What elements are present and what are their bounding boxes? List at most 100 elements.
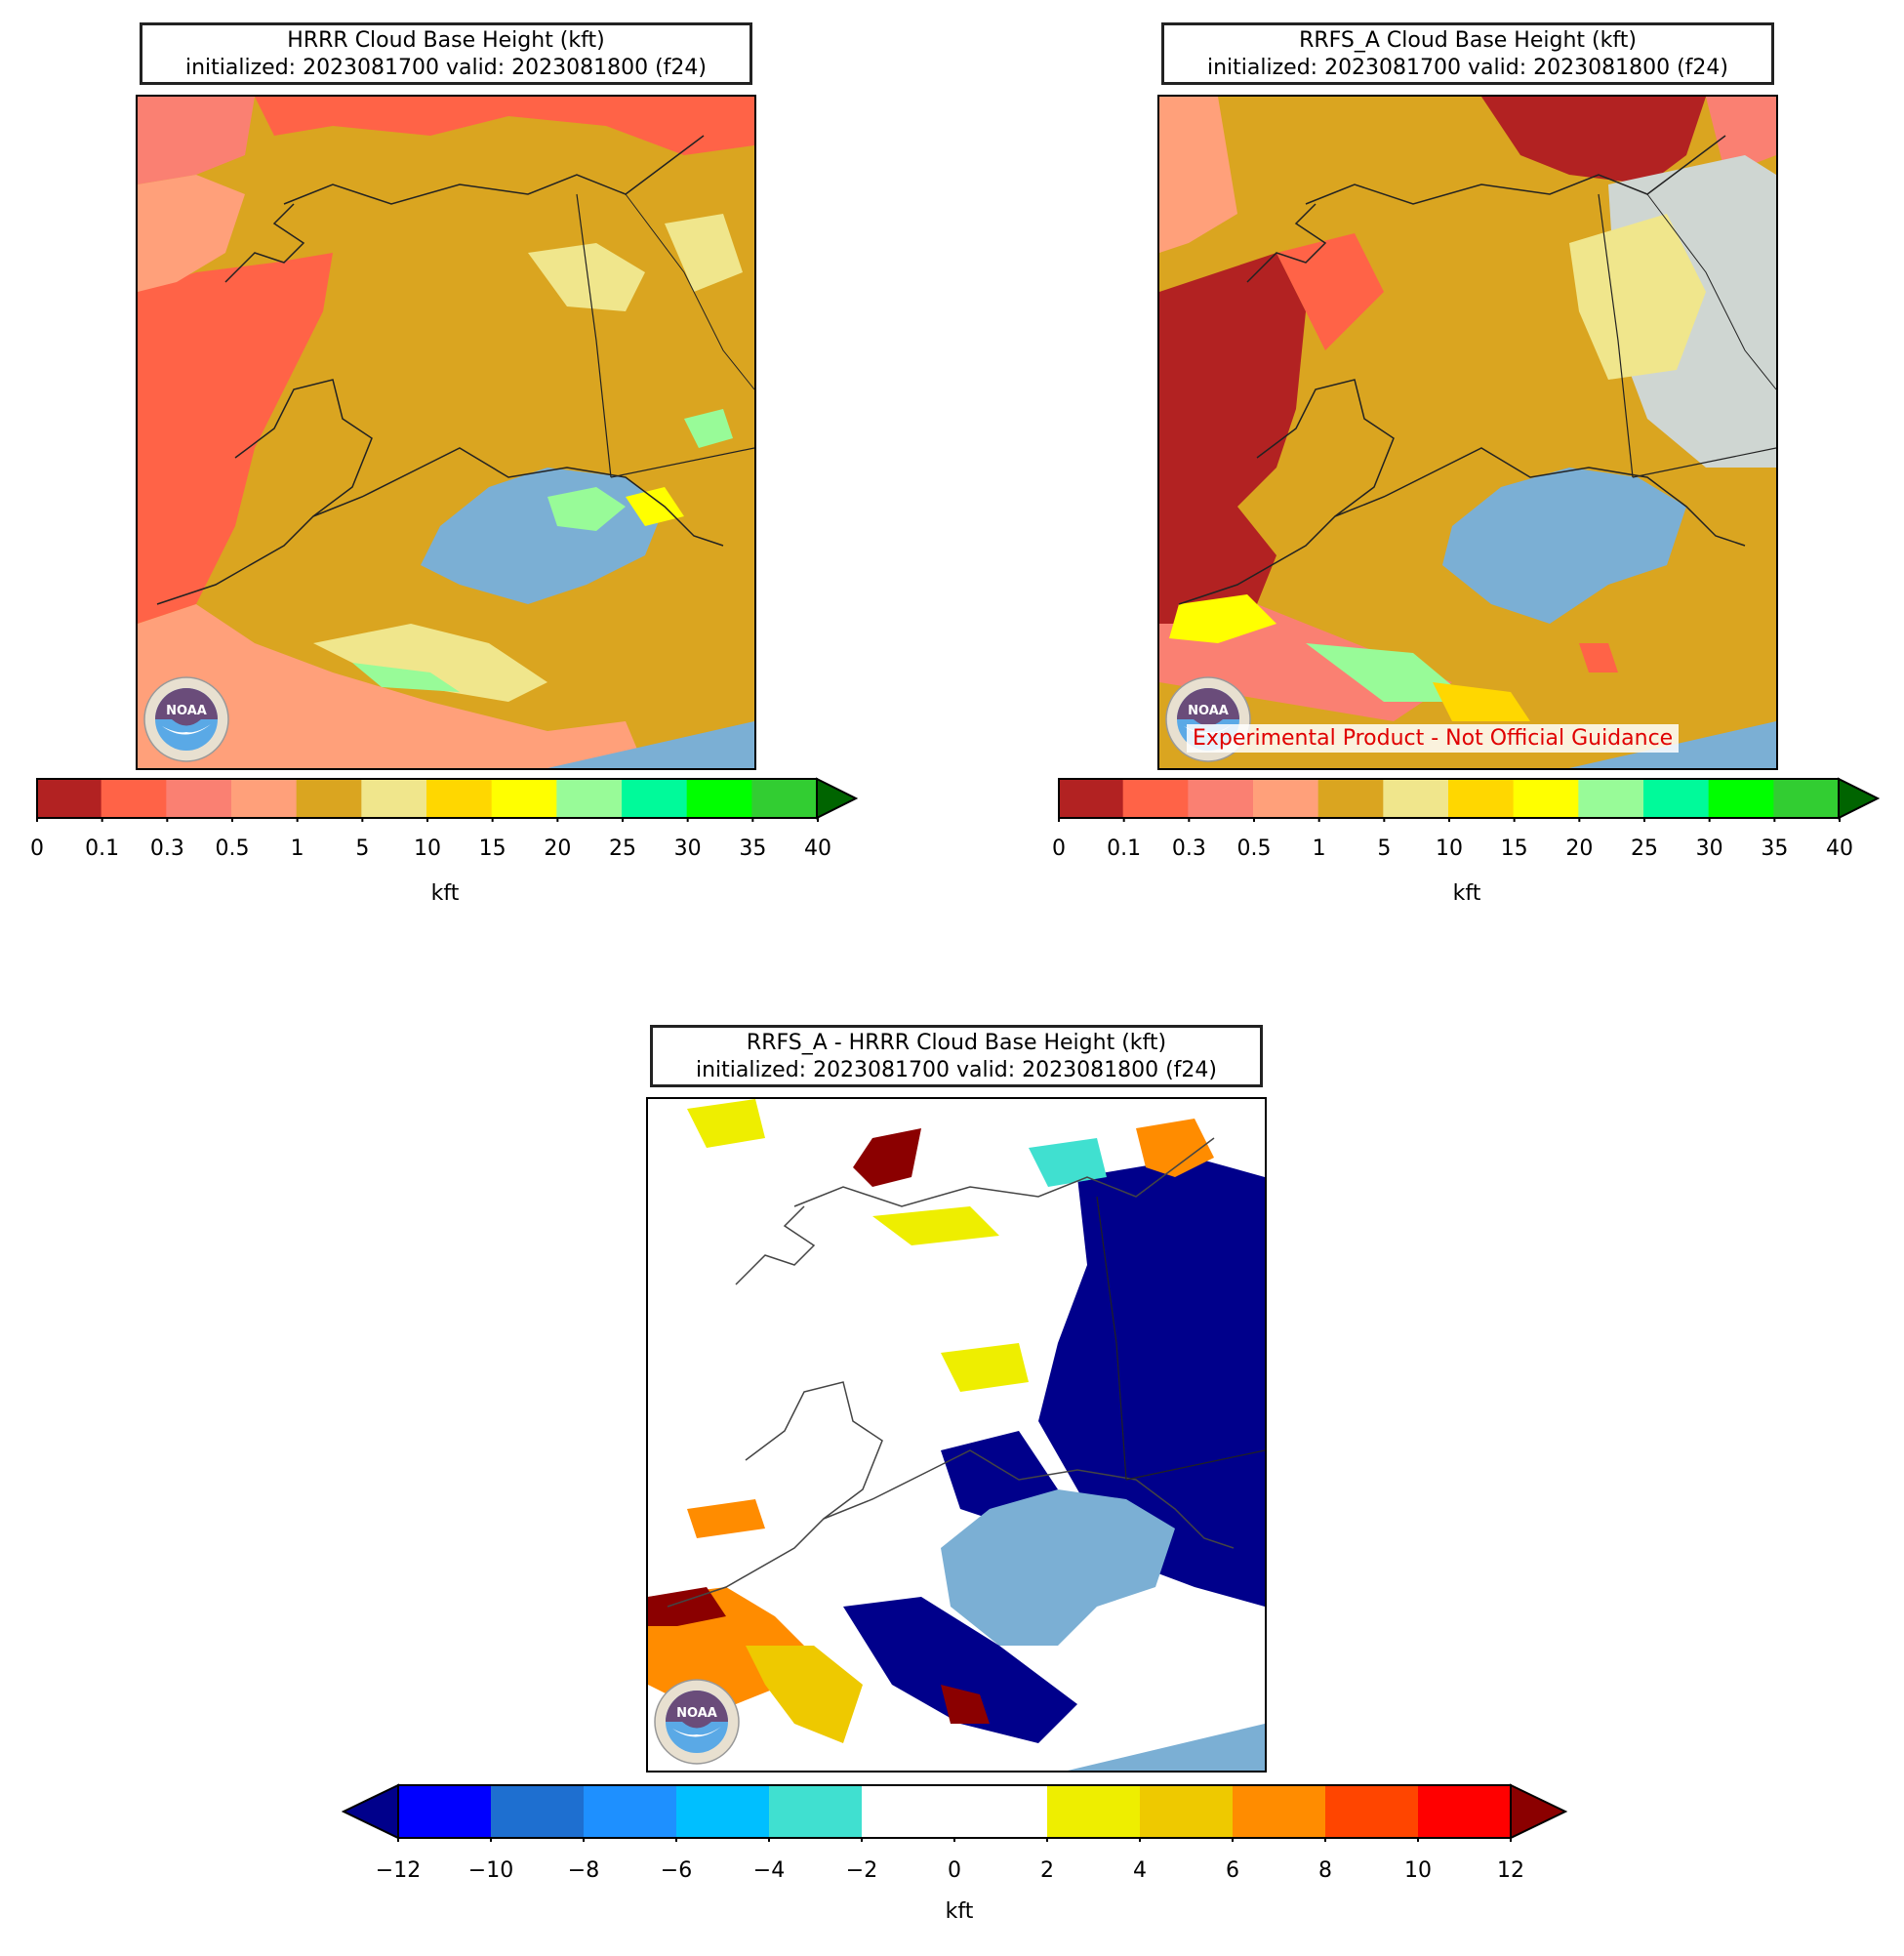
diff-noaa-logo: NOAA <box>653 1678 741 1770</box>
rrfs-noaa-text: NOAA <box>1188 704 1229 718</box>
diff-colorbar-segment <box>1418 1785 1512 1838</box>
hrrr-colorbar-label: kft <box>430 881 460 906</box>
diff-colorbar-tick-label: 6 <box>1226 1858 1239 1883</box>
hrrr-colorbar-segment <box>556 779 623 818</box>
rrfs-noaa-logo: NOAA <box>1164 675 1252 767</box>
hrrr-colorbar-segment <box>296 779 362 818</box>
rrfs-colorbar-tick-label: 0.5 <box>1236 836 1272 861</box>
diff-colorbar-segment <box>862 1785 955 1838</box>
diff-colorbar-tick-label: −2 <box>845 1858 878 1883</box>
diff-map <box>646 1097 1267 1773</box>
hrrr-noaa-logo: NOAA <box>142 675 230 767</box>
hrrr-colorbar-tick-label: 25 <box>609 836 636 861</box>
hrrr-colorbar-tick-label: 0 <box>30 836 44 861</box>
rrfs-colorbar-tick-label: 15 <box>1500 836 1528 861</box>
diff-colorbar-tick-label: 8 <box>1318 1858 1332 1883</box>
diff-colorbar-tick-label: 0 <box>948 1858 961 1883</box>
hrrr-colorbar-segment <box>36 779 102 818</box>
hrrr-title-line1: HRRR Cloud Base Height (kft) <box>287 28 605 53</box>
diff-title-line2: initialized: 2023081700 valid: 202308180… <box>696 1058 1217 1082</box>
hrrr-title: HRRR Cloud Base Height (kft) initialized… <box>140 22 752 85</box>
rrfs-colorbar-segment <box>1253 779 1319 818</box>
hrrr-colorbar-tick-label: 35 <box>739 836 767 861</box>
rrfs-colorbar-extend-max <box>1838 777 1881 820</box>
rrfs-colorbar-tick-label: 0.3 <box>1171 836 1206 861</box>
diff-colorbar-segment <box>1233 1785 1326 1838</box>
hrrr-colorbar-segment <box>231 779 298 818</box>
rrfs-colorbar-segment <box>1317 779 1384 818</box>
rrfs-colorbar-segment <box>1448 779 1515 818</box>
diff-colorbar-tick-label: −10 <box>467 1858 514 1883</box>
hrrr-colorbar-tick-label: 0.1 <box>85 836 120 861</box>
rrfs-colorbar-segment <box>1058 779 1124 818</box>
rrfs-colorbar-tick-label: 0 <box>1052 836 1066 861</box>
rrfs-colorbar-segment <box>1708 779 1774 818</box>
diff-colorbar-tick-label: 12 <box>1497 1858 1524 1883</box>
hrrr-colorbar-segment <box>686 779 752 818</box>
diff-title: RRFS_A - HRRR Cloud Base Height (kft) in… <box>650 1025 1263 1087</box>
hrrr-title-line2: initialized: 2023081700 valid: 202308180… <box>185 56 707 80</box>
diff-colorbar-segment <box>954 1785 1048 1838</box>
rrfs-colorbar-tick-label: 1 <box>1312 836 1326 861</box>
rrfs-colorbar-tick-label: 0.1 <box>1107 836 1142 861</box>
diff-colorbar-extend-max <box>1510 1783 1568 1840</box>
rrfs-colorbar <box>1058 775 1881 826</box>
hrrr-colorbar-segment <box>622 779 688 818</box>
hrrr-map <box>136 95 756 770</box>
rrfs-experimental-watermark: Experimental Product - Not Official Guid… <box>1187 724 1680 753</box>
rrfs-colorbar-segment <box>1773 779 1840 818</box>
hrrr-colorbar <box>36 775 859 826</box>
hrrr-colorbar-tick-label: 0.5 <box>215 836 250 861</box>
diff-noaa-text: NOAA <box>676 1706 717 1721</box>
diff-colorbar-segment <box>769 1785 863 1838</box>
hrrr-colorbar-segment <box>166 779 232 818</box>
hrrr-colorbar-segment <box>101 779 167 818</box>
hrrr-colorbar-tick-label: 15 <box>478 836 506 861</box>
hrrr-colorbar-segment <box>426 779 493 818</box>
diff-colorbar-segment <box>1047 1785 1141 1838</box>
diff-colorbar-segment <box>676 1785 770 1838</box>
rrfs-colorbar-segment <box>1643 779 1710 818</box>
hrrr-colorbar-extend-max <box>816 777 859 820</box>
rrfs-map <box>1157 95 1778 770</box>
rrfs-colorbar-tick-label: 20 <box>1565 836 1594 861</box>
hrrr-colorbar-tick-label: 0.3 <box>149 836 184 861</box>
diff-colorbar-segment <box>1325 1785 1419 1838</box>
diff-colorbar-tick-label: −12 <box>375 1858 422 1883</box>
diff-colorbar-tick-label: 10 <box>1404 1858 1432 1883</box>
rrfs-colorbar-segment <box>1578 779 1644 818</box>
diff-colorbar-segment <box>1140 1785 1234 1838</box>
rrfs-colorbar-segment <box>1383 779 1449 818</box>
diff-colorbar-segment <box>398 1785 492 1838</box>
hrrr-colorbar-tick-label: 40 <box>804 836 831 861</box>
diff-colorbar-tick-label: 2 <box>1040 1858 1054 1883</box>
hrrr-colorbar-tick-label: 30 <box>673 836 702 861</box>
hrrr-colorbar-segment <box>361 779 427 818</box>
rrfs-title: RRFS_A Cloud Base Height (kft) initializ… <box>1161 22 1774 85</box>
rrfs-title-line2: initialized: 2023081700 valid: 202308180… <box>1207 56 1728 80</box>
rrfs-colorbar-tick-label: 35 <box>1761 836 1789 861</box>
hrrr-colorbar-tick-label: 10 <box>414 836 441 861</box>
hrrr-noaa-text: NOAA <box>166 704 207 718</box>
rrfs-colorbar-segment <box>1513 779 1579 818</box>
rrfs-colorbar-tick-label: 5 <box>1377 836 1392 861</box>
rrfs-colorbar-tick-label: 40 <box>1826 836 1853 861</box>
hrrr-colorbar-tick-label: 20 <box>544 836 572 861</box>
rrfs-colorbar-label: kft <box>1452 881 1481 906</box>
hrrr-colorbar-segment <box>751 779 818 818</box>
rrfs-colorbar-tick-label: 30 <box>1695 836 1723 861</box>
diff-colorbar-tick-label: −6 <box>660 1858 693 1883</box>
rrfs-colorbar-tick-label: 10 <box>1436 836 1463 861</box>
hrrr-colorbar-segment <box>491 779 557 818</box>
diff-colorbar-tick-label: 4 <box>1133 1858 1147 1883</box>
rrfs-colorbar-segment <box>1188 779 1254 818</box>
diff-colorbar-tick-label: −4 <box>752 1858 786 1883</box>
diff-colorbar-label: kft <box>945 1899 974 1924</box>
diff-title-line1: RRFS_A - HRRR Cloud Base Height (kft) <box>746 1031 1167 1055</box>
hrrr-colorbar-tick-label: 1 <box>290 836 304 861</box>
rrfs-colorbar-tick-label: 25 <box>1631 836 1658 861</box>
diff-colorbar-tick-label: −8 <box>567 1858 600 1883</box>
hrrr-colorbar-tick-label: 5 <box>355 836 370 861</box>
diff-colorbar <box>341 1783 1573 1846</box>
rrfs-colorbar-segment <box>1122 779 1189 818</box>
